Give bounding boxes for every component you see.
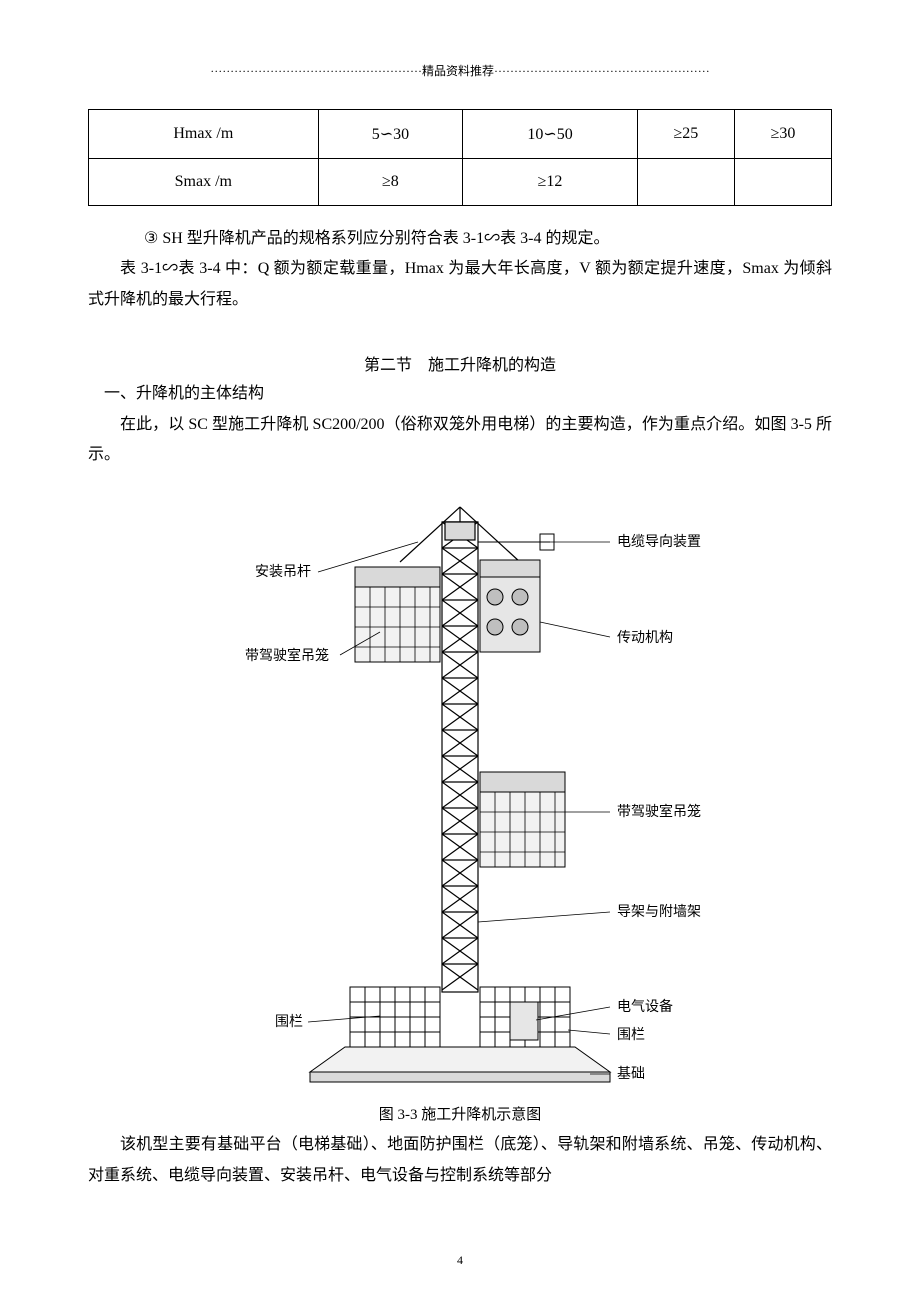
label-left1: 安装吊杆 [255,564,311,580]
paragraph-4: 该机型主要有基础平台（电梯基础）、地面防护围栏（底笼）、导轨架和附墙系统、吊笼、… [88,1130,832,1191]
section-title: 第二节 施工升降机的构造 [88,351,832,375]
cell: 5∽30 [318,110,463,159]
cell: Hmax /m [89,110,319,159]
cell: ≥8 [318,159,463,206]
subheading: 一、升降机的主体结构 [88,379,832,409]
cell: ≥12 [463,159,638,206]
label-right2: 传动机构 [617,630,673,646]
label-left3: 围栏 [275,1014,303,1030]
paragraph-2: 表 3-1∽表 3-4 中：Q 额为额定载重量，Hmax 为最大年长高度，V 额… [88,254,832,315]
cell [637,159,734,206]
cell: ≥25 [637,110,734,159]
label-right4: 导架与附墙架 [617,904,701,920]
paragraph-1: ③ SH 型升降机产品的规格系列应分别符合表 3-1∽表 3-4 的规定。 [88,224,832,254]
table-row: Smax /m ≥8 ≥12 [89,159,832,206]
cell [734,159,831,206]
diagram: 安装吊杆 带驾驶室吊笼 围栏 电缆导向装置 传动机构 带驾驶室吊笼 导架与附墙架… [88,482,832,1124]
label-right6: 围栏 [617,1027,645,1043]
label-right1: 电缆导向装置 [617,534,701,550]
table-row: Hmax /m 5∽30 10∽50 ≥25 ≥30 [89,110,832,159]
label-left2: 带驾驶室吊笼 [245,647,329,664]
cell: Smax /m [89,159,319,206]
cell: ≥30 [734,110,831,159]
label-right5: 电气设备 [617,998,673,1015]
diagram-caption: 图 3-3 施工升降机示意图 [88,1103,832,1124]
cell: 10∽50 [463,110,638,159]
label-right7: 基础 [617,1065,645,1082]
page-header-ornament: ········································… [88,62,832,79]
page-number: 4 [0,1253,920,1268]
label-right3: 带驾驶室吊笼 [617,803,701,820]
paragraph-3: 在此，以 SC 型施工升降机 SC200/200（俗称双笼外用电梯）的主要构造，… [88,410,832,471]
spec-table: Hmax /m 5∽30 10∽50 ≥25 ≥30 Smax /m ≥8 ≥1… [88,109,832,206]
construction-hoist-diagram: 安装吊杆 带驾驶室吊笼 围栏 电缆导向装置 传动机构 带驾驶室吊笼 导架与附墙架… [180,482,740,1092]
